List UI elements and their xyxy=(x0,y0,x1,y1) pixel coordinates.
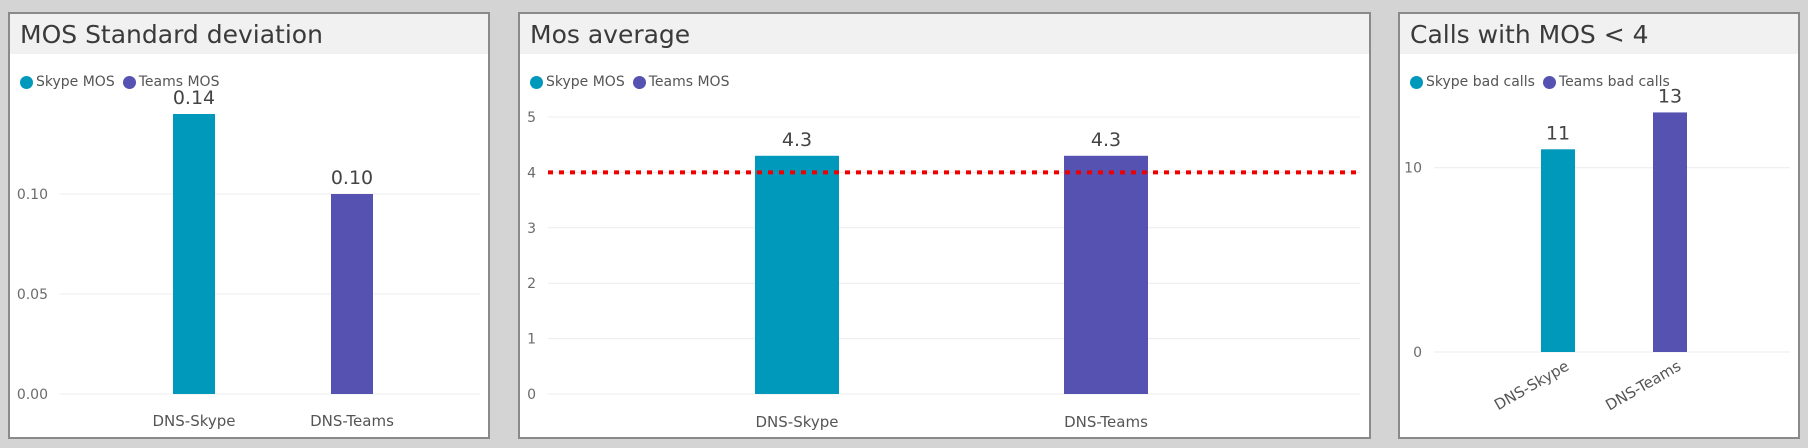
legend-item-teams[interactable]: Teams bad calls xyxy=(1542,74,1670,90)
bar-dns-teams xyxy=(331,194,373,394)
legend-label-teams: Teams MOS xyxy=(648,74,730,90)
panel-title: Calls with MOS < 4 xyxy=(1400,14,1798,54)
panel-title: MOS Standard deviation xyxy=(10,14,488,54)
category-label: DNS-Skype xyxy=(755,413,838,431)
data-label: 13 xyxy=(1658,85,1682,107)
y-tick-label: 2 xyxy=(527,276,536,292)
legend-label-teams: Teams bad calls xyxy=(1558,74,1670,90)
y-tick-label: 0 xyxy=(1413,345,1422,361)
bar-dns-skype xyxy=(1541,149,1575,352)
category-label: DNS-Teams xyxy=(310,412,394,430)
y-tick-label: 1 xyxy=(527,332,536,348)
legend-label-skype: Skype MOS xyxy=(546,74,625,90)
legend-dot-skype xyxy=(1410,75,1423,89)
legend-label-skype: Skype bad calls xyxy=(1426,74,1535,90)
category-label: DNS-Teams xyxy=(1064,413,1148,431)
chart-mos-standard-deviation: 0.00 0.05 0.10 0.14 DNS-Skype 0.10 DNS-Teams xyxy=(17,87,480,430)
category-label: DNS-Skype xyxy=(1491,357,1572,414)
chart-calls-with-mos-below-4: 0 10 11 DNS-Skype 13 DNS-Teams xyxy=(1404,85,1790,415)
data-label: 4.3 xyxy=(782,129,812,151)
legend-item-skype[interactable]: Skype bad calls xyxy=(1410,74,1535,90)
legend: Skype MOS Teams MOS xyxy=(20,74,227,90)
data-label: 4.3 xyxy=(1091,129,1121,151)
y-tick-label: 5 xyxy=(527,110,536,126)
legend-dot-teams xyxy=(1542,75,1556,89)
panel-mos-average[interactable]: Mos average Skype MOS Teams MOS 0 1 2 3 4 5 4.… xyxy=(518,12,1371,439)
legend-item-skype[interactable]: Skype MOS xyxy=(530,74,625,90)
legend-dot-skype xyxy=(530,75,543,89)
y-tick-label: 0.00 xyxy=(17,387,48,403)
panel-calls-with-mos-below-4[interactable]: Calls with MOS < 4 Skype bad calls Teams… xyxy=(1398,12,1800,439)
legend-dot-skype xyxy=(20,75,33,89)
legend-dot-teams xyxy=(632,75,646,89)
data-label: 0.14 xyxy=(173,87,215,109)
legend-label-teams: Teams MOS xyxy=(138,74,220,90)
y-tick-label: 3 xyxy=(527,221,536,237)
legend-item-teams[interactable]: Teams MOS xyxy=(122,74,220,90)
category-label: DNS-Skype xyxy=(152,412,235,430)
y-tick-label: 10 xyxy=(1404,161,1422,177)
y-tick-label: 0 xyxy=(527,387,536,403)
legend: Skype MOS Teams MOS xyxy=(530,74,737,90)
bar-dns-skype xyxy=(173,114,215,394)
y-tick-label: 4 xyxy=(527,165,536,181)
y-tick-label: 0.10 xyxy=(17,187,48,203)
bar-dns-skype xyxy=(755,155,839,394)
panel-mos-standard-deviation[interactable]: MOS Standard deviation Skype MOS Teams M… xyxy=(8,12,490,439)
legend: Skype bad calls Teams bad calls xyxy=(1410,74,1678,90)
data-label: 11 xyxy=(1546,122,1570,144)
category-label: DNS-Teams xyxy=(1602,357,1684,415)
legend-dot-teams xyxy=(122,75,136,89)
bar-dns-teams xyxy=(1064,155,1148,394)
legend-item-teams[interactable]: Teams MOS xyxy=(632,74,730,90)
chart-mos-average: 0 1 2 3 4 5 4.3 DNS-Skype 4.3 DNS-Teams xyxy=(527,110,1360,431)
legend-item-skype[interactable]: Skype MOS xyxy=(20,74,115,90)
legend-label-skype: Skype MOS xyxy=(36,74,115,90)
panel-title: Mos average xyxy=(520,14,1369,54)
data-label: 0.10 xyxy=(331,167,373,189)
bar-dns-teams xyxy=(1653,112,1687,352)
y-tick-label: 0.05 xyxy=(17,287,48,303)
